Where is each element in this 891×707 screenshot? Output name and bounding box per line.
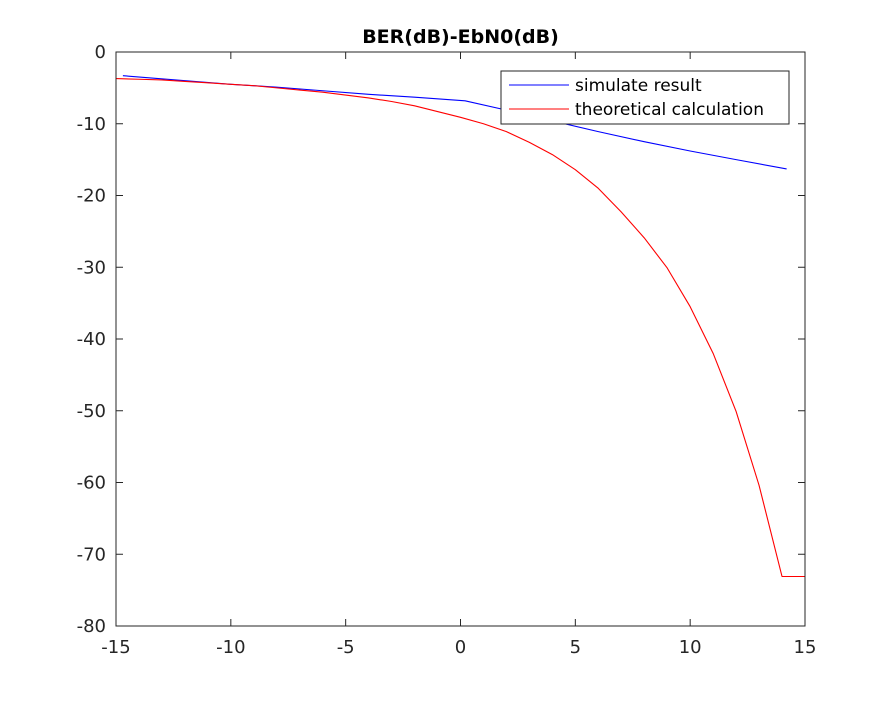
legend-box [500,70,790,125]
y-tick-label: -80 [77,616,106,637]
y-tick-label: -40 [77,329,106,350]
plot-area [116,52,805,626]
x-tick-label: 15 [794,637,817,658]
x-tick-label: 5 [570,637,581,658]
y-tick-label: -10 [77,114,106,135]
y-tick-label: -60 [77,473,106,494]
x-tick-label: 0 [455,637,466,658]
y-tick-label: -70 [77,544,106,565]
x-tick-label: -5 [337,637,355,658]
legend-label-1: simulate result [575,76,702,96]
series-line-2 [116,78,805,578]
legend-label-2: theoretical calculation [575,100,764,120]
x-tick-label: 10 [679,637,702,658]
y-tick-label: -50 [77,401,106,422]
x-tick-label: -10 [216,637,245,658]
y-tick-label: -30 [77,257,106,278]
chart-title: BER(dB)-EbN0(dB) [362,26,559,48]
y-tick-label: -20 [77,186,106,207]
x-tick-label: -15 [101,637,130,658]
legend: simulate result theoretical calculation [500,70,790,125]
series-layer [116,75,805,578]
ticks-layer: -15 -10 -5 0 5 10 150-10-20-30-40-50-60-70-80 [77,42,817,658]
y-tick-label: 0 [95,42,106,63]
